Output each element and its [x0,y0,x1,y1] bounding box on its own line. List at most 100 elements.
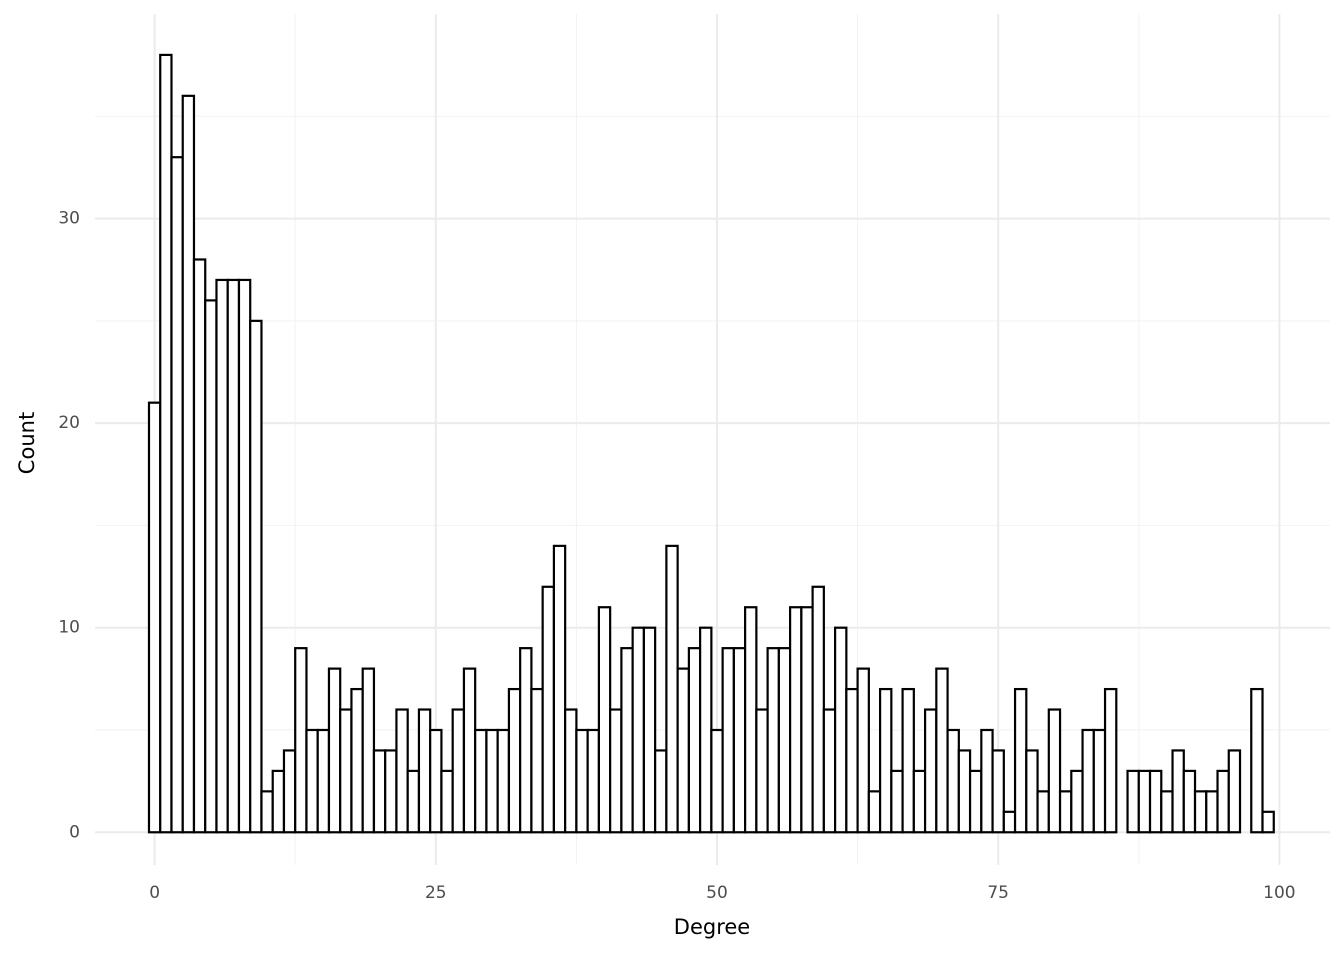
bar [699,626,713,834]
bar [968,769,983,834]
bar [665,544,679,834]
bar [316,728,331,834]
bar [552,544,567,834]
bar [215,278,229,834]
bar [980,728,994,834]
bar [923,708,938,834]
bar [406,769,421,834]
bar [1013,687,1028,834]
bar [147,401,162,834]
bar [654,749,668,834]
bar [789,606,803,834]
bar [462,667,477,834]
bar [372,749,387,834]
bar [1047,708,1062,834]
bar [620,647,634,834]
bar [474,728,488,834]
bar [237,278,252,834]
y-axis-title: Count [15,412,39,474]
bar [1002,810,1017,834]
bar [294,647,308,834]
bar [1070,769,1084,834]
bar [1216,769,1230,834]
bar [170,156,184,834]
bar [395,708,409,834]
bar [597,606,612,834]
bar [440,769,454,834]
bar [834,626,848,834]
bar [901,687,915,834]
bar [1103,687,1118,834]
bar [305,728,319,834]
bar [541,585,556,834]
bar [1081,728,1095,834]
bar [586,728,600,834]
bar [822,708,837,834]
bar [631,626,645,834]
x-tick-label: 0 [149,883,160,903]
bar [1148,769,1163,834]
bar [957,749,972,834]
bar [361,667,376,834]
bar [350,687,364,834]
bar [912,769,927,834]
bar [1182,769,1197,834]
bar [451,708,466,834]
bar [811,585,825,834]
bar [575,728,589,834]
bar [1137,769,1152,834]
bar [282,749,297,834]
bar [867,790,882,834]
bar [721,647,735,834]
bar [384,749,398,834]
bar [845,687,859,834]
bar [946,728,960,834]
bar [507,687,522,834]
bar [1036,790,1050,834]
bar [687,647,702,834]
bar [890,769,904,834]
x-tick-label: 100 [1263,883,1295,903]
bar [429,728,443,834]
bar [676,667,690,834]
bar [744,606,758,834]
y-tick-label: 30 [58,209,80,229]
y-tick-label: 10 [58,618,80,638]
bar [766,647,780,834]
bar [327,667,342,834]
x-tick-label: 75 [987,883,1009,903]
bar [1160,790,1174,834]
bar [609,708,623,834]
bar [417,708,432,834]
bar [800,606,814,834]
y-tick-label: 0 [69,822,80,842]
bar [192,258,207,834]
bar [991,749,1005,834]
bar [755,708,769,834]
bar [777,647,792,834]
x-tick-label: 50 [706,883,728,903]
bar [856,667,870,834]
bar [564,708,578,834]
bar [1171,749,1185,834]
bar [204,299,218,834]
bar [732,647,747,834]
bar [1193,790,1208,834]
bar [530,687,544,834]
y-tick-label: 20 [58,413,80,433]
bar [181,94,196,834]
bar [249,319,263,834]
bar [1092,728,1107,834]
bar [1205,790,1219,834]
bar [260,790,274,834]
bar [1058,790,1073,834]
bar [485,728,499,834]
bar [642,626,657,834]
bar [159,53,173,834]
x-axis-title: Degree [674,915,750,939]
bar [1250,687,1264,834]
bar [1261,810,1275,834]
bar [935,667,949,834]
bar [339,708,353,834]
